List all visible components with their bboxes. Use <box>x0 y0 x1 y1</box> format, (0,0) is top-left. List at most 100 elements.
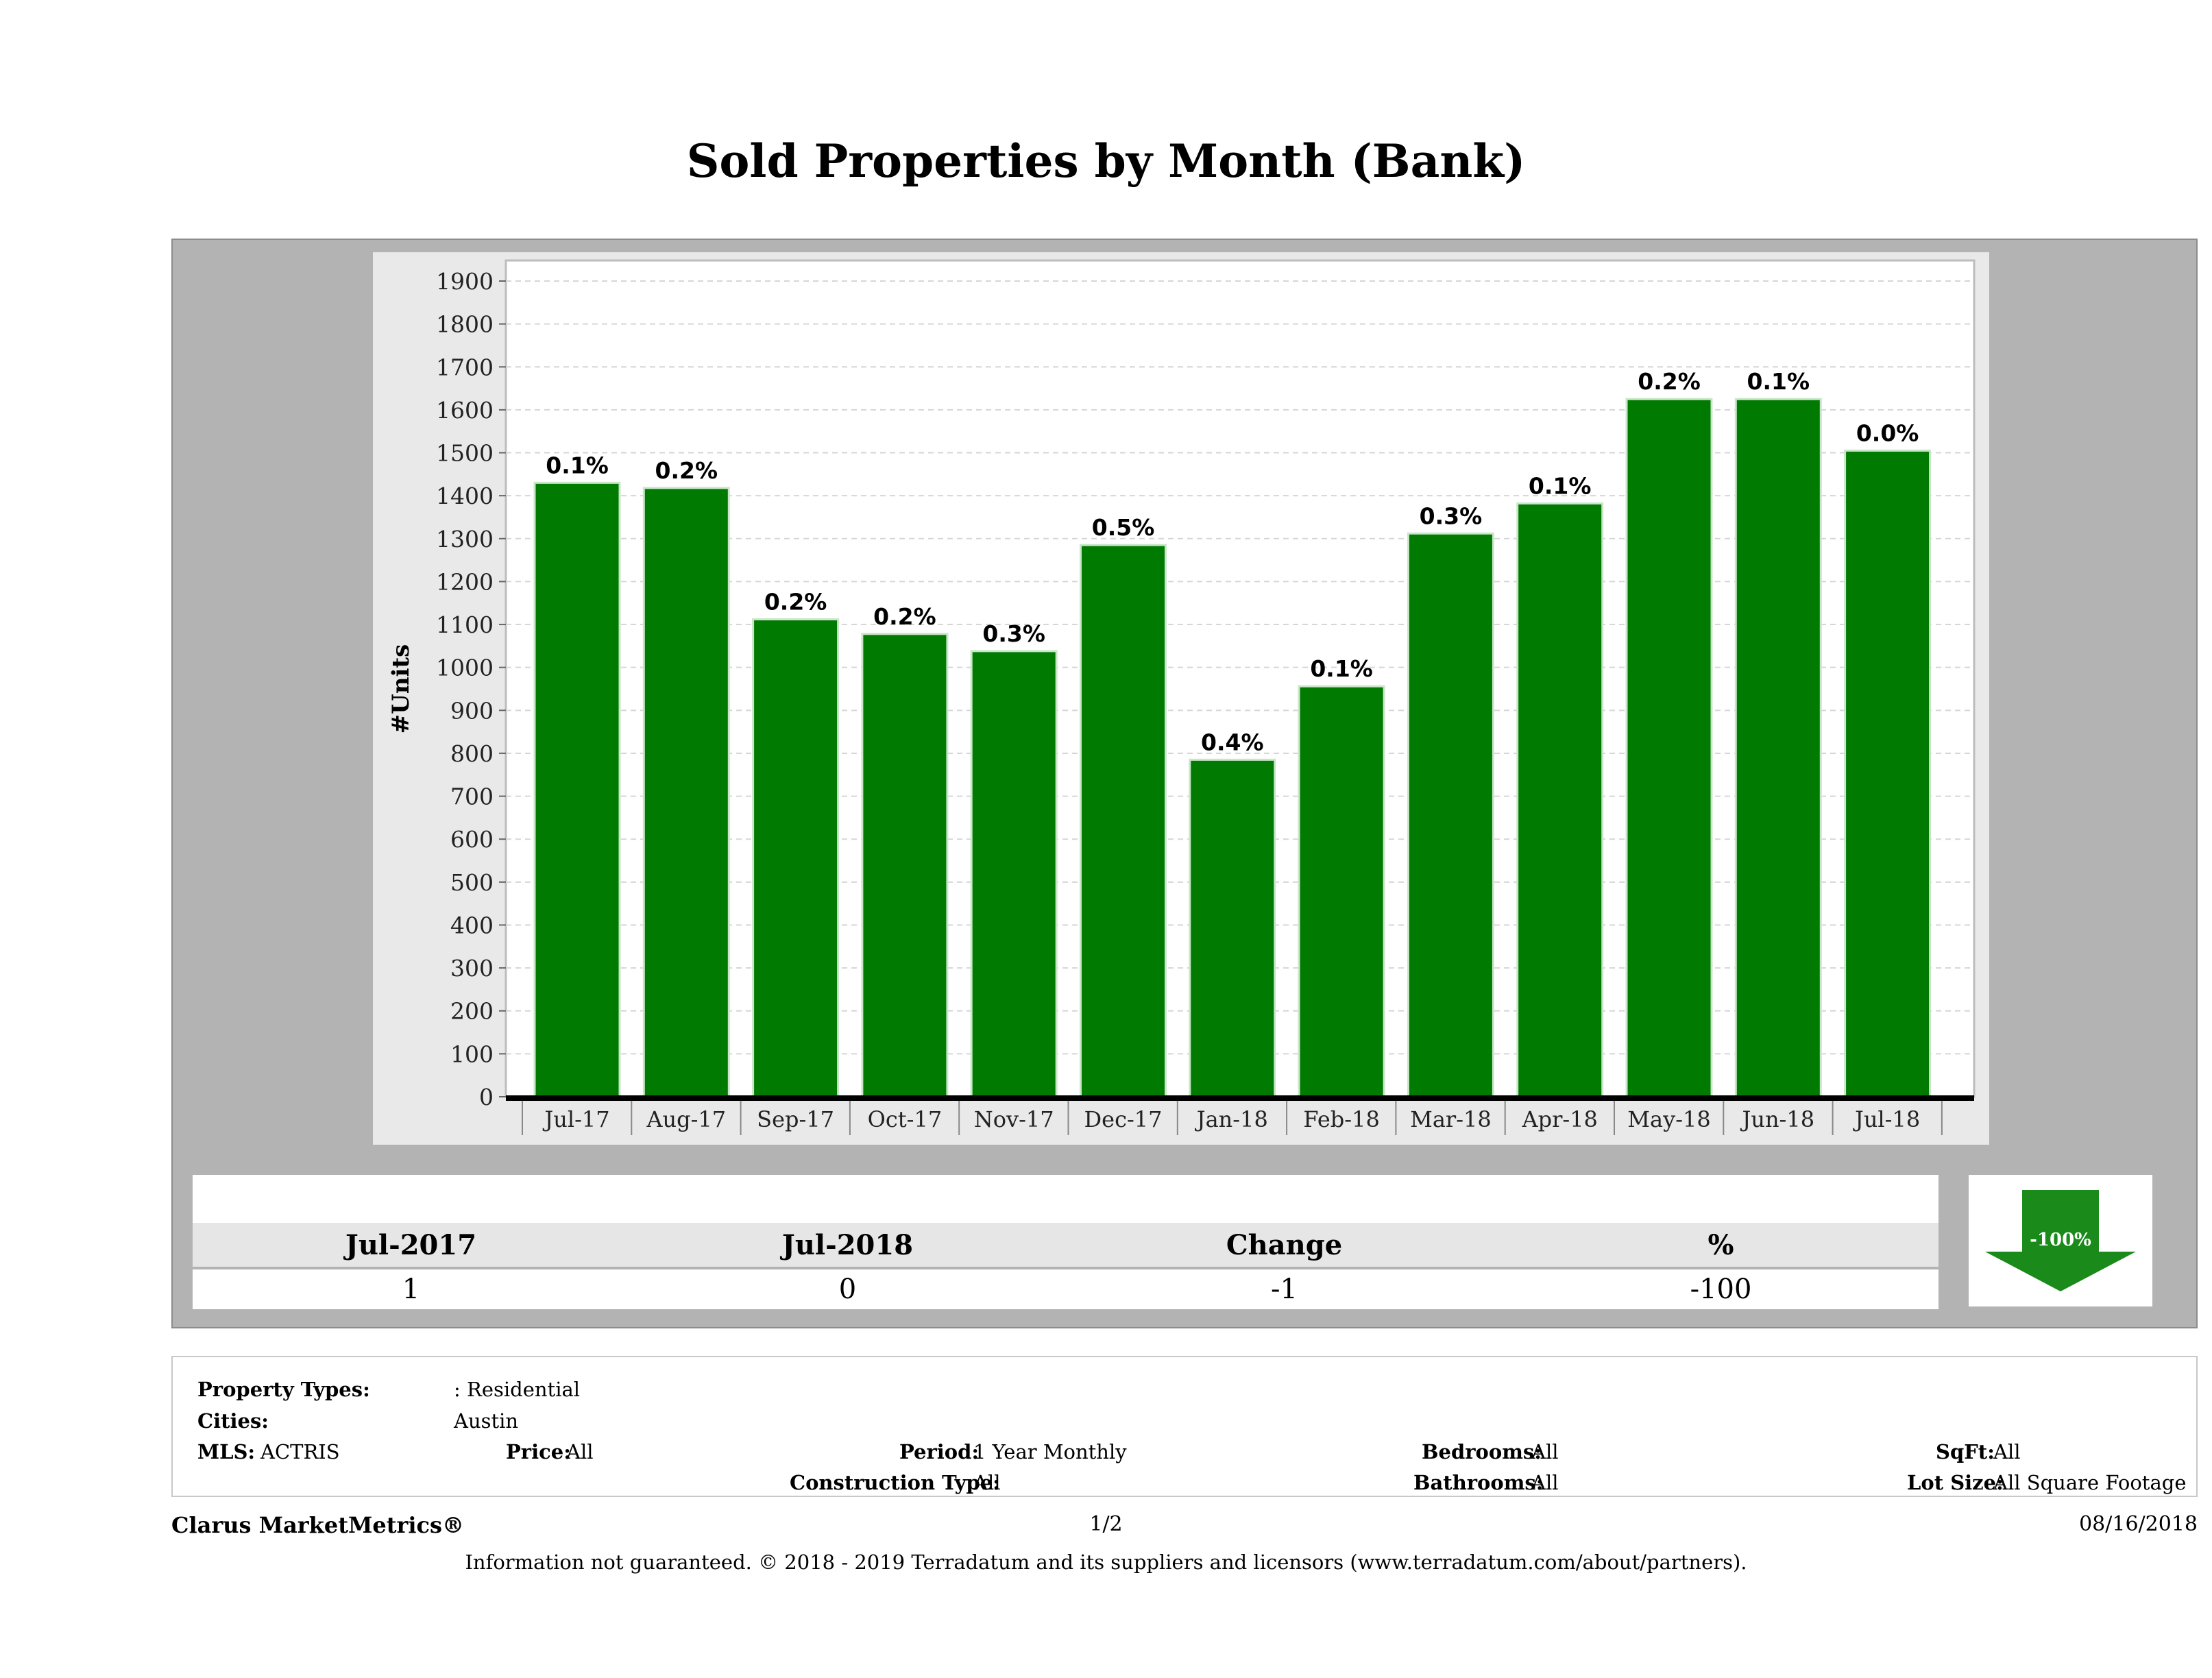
bar-aug-17 <box>642 487 730 1098</box>
data-label: 0.1% <box>1529 472 1592 499</box>
y-tick-label: 800 <box>450 740 494 767</box>
data-label: 0.2% <box>873 603 936 630</box>
disclaimer: Information not guaranteed. © 2018 - 201… <box>465 1551 1747 1574</box>
sqft-label: SqFt: <box>1936 1440 1995 1463</box>
down-arrow-icon <box>1985 1190 2136 1291</box>
bathrooms-label: Bathrooms: <box>1413 1471 1544 1494</box>
bar-jan-18 <box>1189 758 1276 1098</box>
data-label: 0.3% <box>1420 502 1483 529</box>
x-tick-label: Sep-17 <box>757 1106 834 1132</box>
bar-jul-17 <box>533 481 621 1098</box>
data-label: 0.2% <box>655 457 718 484</box>
property-types-value: : Residential <box>454 1378 581 1401</box>
summary-value-jul-2018: 0 <box>838 1274 857 1305</box>
y-axis-label: #Units <box>387 644 415 734</box>
summary-header-change: Change <box>1226 1228 1343 1261</box>
x-tick-label: Jun-18 <box>1740 1106 1815 1132</box>
bedrooms-label: Bedrooms: <box>1422 1440 1542 1463</box>
bar-jun-18 <box>1734 398 1822 1098</box>
summary-blank-row <box>193 1175 1938 1223</box>
period-label: Period: <box>899 1440 980 1463</box>
y-tick-label: 0 <box>479 1084 494 1110</box>
y-tick-label: 1300 <box>436 526 494 552</box>
bathrooms-value: All <box>1531 1471 1559 1494</box>
x-tick-label: Apr-18 <box>1521 1106 1597 1132</box>
change-badge: -100% <box>1969 1175 2152 1306</box>
y-tick-label: 1200 <box>436 568 494 595</box>
x-tick-label: May-18 <box>1627 1106 1710 1132</box>
bar-oct-17 <box>861 633 949 1098</box>
bedrooms-value: All <box>1531 1440 1559 1463</box>
bar-mar-18 <box>1407 532 1494 1098</box>
period-value: 1 Year Monthly <box>973 1440 1127 1463</box>
y-tick-label: 900 <box>450 697 494 724</box>
data-label: 0.3% <box>982 620 1045 647</box>
y-tick-label: 200 <box>450 998 494 1025</box>
summary-value-jul-2017: 1 <box>402 1274 420 1305</box>
summary-values-row: 1 0 -1 -100 <box>193 1269 1938 1309</box>
lot-size-value: All Square Footage <box>1993 1471 2187 1494</box>
x-tick-label: Oct-17 <box>868 1106 943 1132</box>
bar-nov-17 <box>970 650 1058 1098</box>
y-tick-label: 500 <box>450 869 494 896</box>
summary-header-row: Jul-2017 Jul-2018 Change % <box>193 1223 1938 1267</box>
y-tick-label: 600 <box>450 826 494 853</box>
data-label: 0.5% <box>1092 514 1155 541</box>
y-tick-label: 1600 <box>436 397 494 424</box>
bar-dec-17 <box>1080 544 1167 1098</box>
x-tick-label: Dec-17 <box>1084 1106 1162 1132</box>
x-tick-label: Mar-18 <box>1410 1106 1492 1132</box>
y-tick-label: 1100 <box>436 611 494 638</box>
chart-area: 0 100 200 300 400 500 600 700 800 900 1000 1100 1200… <box>373 252 1989 1145</box>
x-tick-label: Jul-18 <box>1853 1106 1920 1132</box>
y-tick-label: 1700 <box>436 354 494 380</box>
summary-value-change: -1 <box>1271 1274 1298 1305</box>
price-value: All <box>566 1440 594 1463</box>
y-tick-label: 1500 <box>436 440 494 467</box>
data-label: 0.1% <box>546 452 609 478</box>
construction-type-value: All <box>973 1471 1001 1494</box>
mls-label: MLS: <box>197 1440 256 1463</box>
data-label: 0.0% <box>1856 420 1919 446</box>
y-tick-label: 1800 <box>436 311 494 338</box>
x-tick-label: Jul-17 <box>542 1106 609 1132</box>
summary-table: Jul-2017 Jul-2018 Change % 1 0 -1 -100 <box>193 1175 1938 1309</box>
x-tick-label: Jan-18 <box>1195 1106 1268 1132</box>
lot-size-label: Lot Size: <box>1907 1471 2004 1494</box>
summary-header-jul-2018: Jul-2018 <box>781 1228 914 1261</box>
bar-chart: 0 100 200 300 400 500 600 700 800 900 1000 1100 1200… <box>387 259 1976 1135</box>
x-tick-label: Feb-18 <box>1303 1106 1379 1132</box>
sqft-value: All <box>1993 1440 2021 1463</box>
y-tick-label: 1400 <box>436 483 494 509</box>
construction-type-label: Construction Type: <box>790 1471 1000 1494</box>
bar-sep-17 <box>752 618 840 1098</box>
y-tick-label: 1000 <box>436 655 494 681</box>
bar-may-18 <box>1625 398 1713 1098</box>
y-tick-label: 400 <box>450 912 494 938</box>
y-tick-label: 100 <box>450 1041 494 1067</box>
change-badge-label: -100% <box>2030 1230 2091 1250</box>
brand-name: Clarus MarketMetrics® <box>171 1512 465 1538</box>
data-label: 0.2% <box>1638 368 1701 395</box>
mls-value: ACTRIS <box>260 1440 340 1463</box>
y-tick-label: 300 <box>450 955 494 982</box>
filter-criteria: Property Types: : Residential Cities: Au… <box>171 1356 2198 1497</box>
summary-header-jul-2017: Jul-2017 <box>345 1228 477 1261</box>
cities-label: Cities: <box>197 1409 269 1433</box>
data-label: 0.4% <box>1201 729 1264 755</box>
report-date: 08/16/2018 <box>2079 1512 2198 1536</box>
data-label: 0.2% <box>764 589 827 616</box>
data-label: 0.1% <box>1747 368 1810 395</box>
bar-jul-18 <box>1844 449 1932 1098</box>
page-number: 1/2 <box>1089 1512 1123 1536</box>
property-types-label: Property Types: <box>197 1378 370 1401</box>
y-tick-label: 1900 <box>436 268 494 295</box>
data-label: 0.1% <box>1310 655 1373 682</box>
price-label: Price: <box>506 1440 571 1463</box>
bar-feb-18 <box>1298 685 1385 1098</box>
cities-value: Austin <box>454 1409 519 1433</box>
y-tick-label: 700 <box>450 783 494 810</box>
x-tick-label: Aug-17 <box>646 1106 726 1132</box>
summary-header-percent: % <box>1707 1228 1734 1261</box>
summary-value-percent: -100 <box>1690 1274 1752 1305</box>
